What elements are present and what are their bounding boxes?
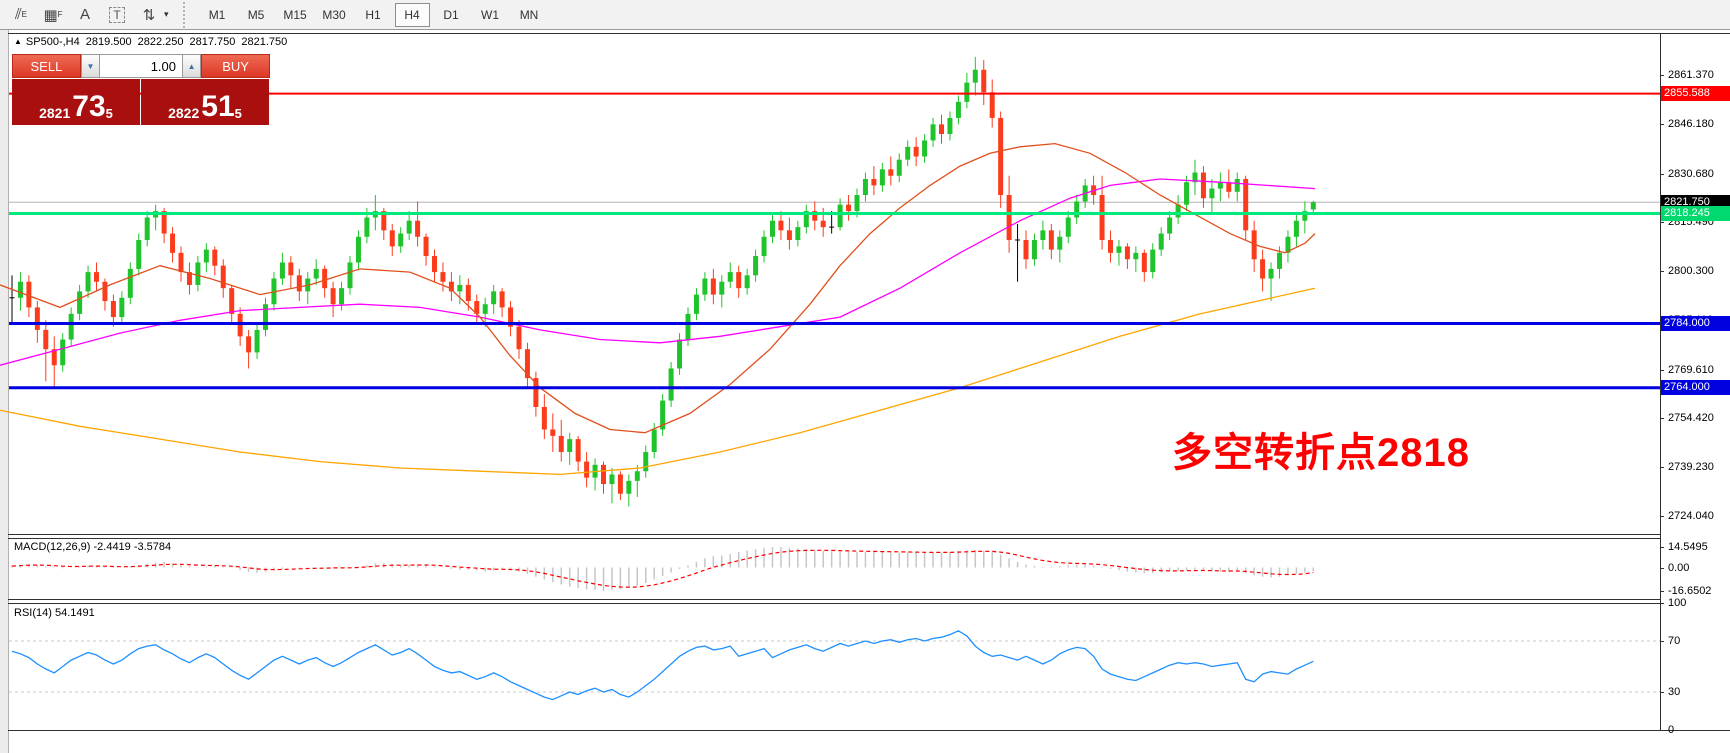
price-axis-tick <box>1660 173 1664 175</box>
grid-icon[interactable]: ▦ F <box>43 6 63 24</box>
sell-button[interactable]: SELL <box>12 54 81 78</box>
price-axis-border <box>1660 33 1661 730</box>
timeframe-button-m5[interactable]: M5 <box>247 7 265 22</box>
price-axis-tick <box>1660 467 1664 469</box>
rsi-axis-label: 0 <box>1668 724 1675 737</box>
ohlc-high: 2822.250 <box>137 36 184 48</box>
timeframe-button-mn[interactable]: MN <box>519 7 539 22</box>
timeframe-button-h1[interactable]: H1 <box>365 7 381 22</box>
text-icon[interactable]: A <box>79 6 90 23</box>
toolbar-separator <box>182 1 191 28</box>
macd-axis-label: -16.6502 <box>1668 584 1712 597</box>
rsi-axis-label: 30 <box>1668 686 1681 698</box>
buy-button[interactable]: BUY <box>201 54 270 78</box>
buy-price-display[interactable]: 2822 51 5 <box>141 79 269 125</box>
timeframe-button-m30[interactable]: M30 <box>322 7 346 22</box>
chart-plot-area[interactable] <box>9 33 1660 730</box>
symbol-header: ▲ SP500-,H4 2819.500 2822.250 2817.750 2821.7… <box>14 36 293 48</box>
price-axis-tick <box>1660 222 1664 224</box>
macd-axis-tick <box>1660 590 1664 592</box>
price-axis-label: 2754.420 <box>1668 412 1714 425</box>
macd-axis-label: 14.5495 <box>1668 540 1708 553</box>
price-axis-tick <box>1660 75 1664 76</box>
sell-price-display[interactable]: 2821 73 5 <box>12 79 140 125</box>
price-axis-label: 2846.180 <box>1668 117 1714 130</box>
timeframe-button-h4[interactable]: H4 <box>394 2 430 27</box>
price-badge-2764.000: 2764.000 <box>1661 380 1730 396</box>
volume-decrease-button[interactable]: ▼ <box>80 54 100 78</box>
toolbar-dropdown-caret[interactable]: ▾ <box>164 9 169 19</box>
ohlc-low: 2817.750 <box>189 36 236 48</box>
macd-axis-label: 0.00 <box>1668 561 1690 574</box>
price-axis-label: 2830.680 <box>1668 167 1714 180</box>
price-axis-label: 2861.370 <box>1668 69 1714 81</box>
buy-price-pips: 51 <box>201 90 235 123</box>
rsi-axis-label: 70 <box>1668 635 1681 647</box>
macd-axis-tick <box>1660 546 1664 548</box>
timeframe-button-m15[interactable]: M15 <box>283 7 307 22</box>
arrows-icon[interactable]: ⇅ <box>142 6 156 24</box>
rsi-axis-tick <box>1660 692 1664 693</box>
buy-price-handle: 2822 <box>168 105 200 121</box>
symbol-arrow-icon: ▲ <box>14 37 22 46</box>
time-axis-border <box>8 730 1730 731</box>
price-badge-2821.750: 2821.750 <box>1661 194 1730 210</box>
sell-price-handle: 2821 <box>39 105 71 121</box>
symbol-name: SP500-,H4 <box>25 36 80 48</box>
sell-price-point: 5 <box>105 106 113 121</box>
main-macd-separator-bottom[interactable] <box>8 538 1660 539</box>
sell-price-pips: 73 <box>72 90 106 123</box>
chart-window: ▲ SP500-,H4 2819.500 2822.250 2817.750 2821.7… <box>0 30 1730 753</box>
rsi-name: RSI(14) <box>14 607 52 619</box>
price-axis-tick <box>1660 369 1664 371</box>
timeframe-button-d1[interactable]: D1 <box>443 7 459 22</box>
price-axis-tick <box>1660 516 1664 518</box>
price-badge-2818.245: 2818.245 <box>1661 206 1730 221</box>
rsi-value: 54.1491 <box>54 607 95 619</box>
annotation-text: 多空转折点2818 <box>1172 431 1470 475</box>
timeframe-button-m1[interactable]: M1 <box>208 7 226 22</box>
text-label-icon[interactable]: T <box>102 3 132 27</box>
toolbar: ▾ ⫽ E ▦ F A T ⇅ M1 M5 M15 M30 H1 H4 D1 W1 MN <box>0 0 1730 30</box>
price-axis-label: 2739.230 <box>1668 461 1714 474</box>
rsi-axis-tick <box>1660 602 1664 604</box>
price-axis-label: 2800.300 <box>1668 265 1714 278</box>
price-axis-tick <box>1660 123 1664 125</box>
rsi-axis-tick <box>1660 730 1664 732</box>
price-badge-2855.588: 2855.588 <box>1661 86 1730 102</box>
macd-axis-tick <box>1660 567 1664 569</box>
rsi-axis-tick <box>1660 641 1664 642</box>
price-axis-label: 2724.040 <box>1668 510 1714 523</box>
price-axis-tick <box>1660 271 1664 273</box>
left-edge-strip <box>0 30 9 753</box>
macd-values: -2.4419 -3.5784 <box>93 541 172 553</box>
price-badge-2784.000: 2784.000 <box>1661 315 1730 331</box>
ohlc-close: 2821.750 <box>241 36 288 48</box>
volume-input[interactable] <box>100 54 182 78</box>
price-axis-label: 2769.610 <box>1668 363 1714 376</box>
rsi-indicator-label: RSI(14) 54.1491 <box>14 607 95 619</box>
one-click-trading-panel: SELL ▼ ▲ BUY 2821 73 5 2822 51 5 <box>12 54 270 125</box>
volume-increase-button[interactable]: ▲ <box>182 54 202 78</box>
macd-rsi-separator-top <box>8 599 1660 600</box>
indicators-icon[interactable]: ⫽ E <box>14 6 28 23</box>
pane-top-border <box>8 33 1730 34</box>
main-macd-separator-top <box>8 534 1660 535</box>
price-axis-tick <box>1660 418 1664 420</box>
buy-price-point: 5 <box>234 106 242 121</box>
rsi-axis-label: 100 <box>1668 596 1687 609</box>
macd-indicator-label: MACD(12,26,9) -2.4419 -3.5784 <box>14 541 171 553</box>
macd-name: MACD(12,26,9) <box>14 541 91 553</box>
macd-rsi-separator-bottom[interactable] <box>8 603 1660 604</box>
ohlc-open: 2819.500 <box>85 36 132 48</box>
timeframe-button-w1[interactable]: W1 <box>481 7 500 22</box>
